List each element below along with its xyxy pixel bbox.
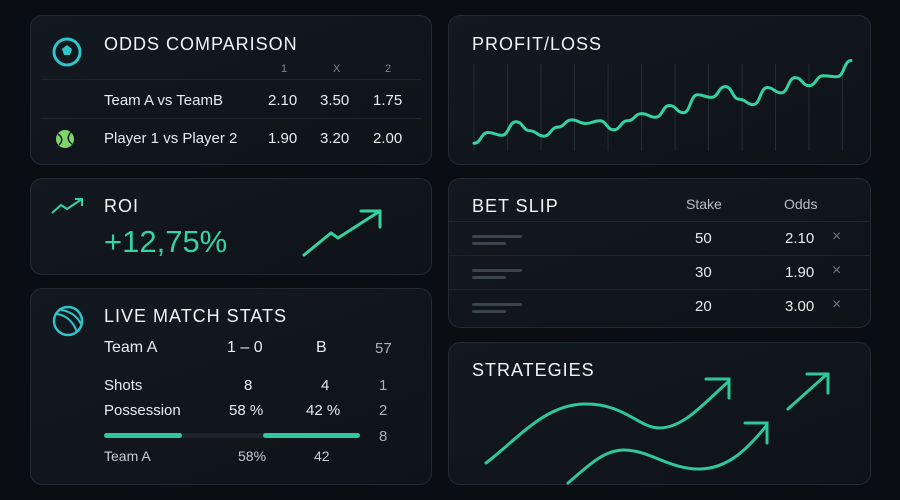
stat-b: 42 % — [306, 402, 341, 419]
footer-team: Team A — [104, 448, 151, 464]
stat-b: 4 — [321, 377, 330, 394]
tennis-ball-icon — [56, 130, 74, 148]
live-title: LIVE MATCH STATS — [104, 306, 288, 326]
stat-side: 2 — [379, 402, 388, 419]
live-match-stats-card: LIVE MATCH STATS Team A 1 – 0 B 57 Shots… — [30, 288, 432, 485]
odds-header-2: 2 — [385, 63, 392, 75]
stake-value[interactable]: 50 — [695, 230, 712, 247]
strategy-arrows-icon — [484, 372, 830, 485]
odds-row[interactable]: Player 1 vs Player 2 1.90 3.20 2.00 — [31, 130, 431, 150]
profit-series-line — [472, 59, 853, 145]
stat-label: Shots — [104, 377, 143, 394]
odd-2[interactable]: 2.00 — [373, 130, 403, 147]
odd-1[interactable]: 1.90 — [268, 130, 298, 147]
odds-header-x: X — [333, 63, 341, 75]
stat-a: 8 — [244, 377, 253, 394]
bet-slip-row[interactable]: 20 3.00 × — [449, 289, 870, 323]
possession-bar — [104, 433, 360, 438]
selection-placeholder — [472, 242, 506, 245]
stat-side: 1 — [379, 377, 388, 394]
odd-1[interactable]: 2.10 — [268, 92, 298, 109]
profit-loss-card: PROFIT/LOSS — [448, 15, 871, 165]
odds-value: 2.10 — [785, 230, 815, 247]
odds-value: 1.90 — [785, 264, 815, 281]
roi-value: +12,75% — [104, 224, 228, 259]
close-icon[interactable]: × — [832, 262, 842, 279]
possession-bar-b — [263, 433, 360, 438]
selection-placeholder — [472, 303, 522, 306]
odds-row[interactable]: Team A vs TeamB 2.10 3.50 1.75 — [31, 92, 431, 112]
odds-header: Odds — [784, 196, 818, 212]
close-icon[interactable]: × — [832, 296, 842, 313]
stat-a: 58 % — [229, 402, 264, 419]
odd-x[interactable]: 3.50 — [320, 92, 350, 109]
roi-card: ROI +12,75% — [30, 178, 432, 275]
trending-up-icon — [51, 198, 83, 214]
roi-title: ROI — [104, 196, 140, 216]
odd-2[interactable]: 1.75 — [373, 92, 403, 109]
close-icon[interactable]: × — [832, 228, 842, 245]
match-minute: 57 — [375, 340, 392, 357]
odds-comparison-card: ODDS COMPARISON 1 X 2 Team A vs TeamB 2.… — [30, 15, 432, 165]
possession-bar-a — [104, 433, 183, 438]
selection-placeholder — [472, 276, 506, 279]
team-a: Team A — [104, 339, 158, 356]
bet-slip-row[interactable]: 30 1.90 × — [449, 255, 870, 289]
profit-title: PROFIT/LOSS — [472, 34, 603, 54]
score: 1 – 0 — [227, 339, 263, 356]
team-b: B — [316, 339, 327, 356]
selection-placeholder — [472, 235, 522, 238]
match-name: Team A vs TeamB — [104, 92, 223, 109]
strategies-title: STRATEGIES — [472, 360, 595, 380]
odds-header-1: 1 — [281, 63, 288, 75]
stat-label: Possession — [104, 402, 181, 419]
bet-slip-card: BET SLIP Stake Odds 50 2.10 × 30 1.90 × … — [448, 178, 871, 328]
bar-side: 8 — [379, 428, 388, 445]
odd-x[interactable]: 3.20 — [320, 130, 350, 147]
bet-slip-row[interactable]: 50 2.10 × — [449, 221, 870, 255]
odds-value: 3.00 — [785, 298, 815, 315]
stake-header: Stake — [686, 196, 722, 212]
trend-arrow-icon — [302, 209, 382, 257]
profit-chart — [472, 59, 853, 151]
betslip-title: BET SLIP — [472, 196, 559, 216]
footer-b: 42 — [314, 448, 330, 464]
stake-value[interactable]: 20 — [695, 298, 712, 315]
strategies-card: STRATEGIES — [448, 342, 871, 485]
selection-placeholder — [472, 310, 506, 313]
stake-value[interactable]: 30 — [695, 264, 712, 281]
ball-icon — [52, 305, 84, 337]
footer-a: 58% — [238, 448, 267, 464]
selection-placeholder — [472, 269, 522, 272]
soccer-ball-icon — [52, 37, 82, 67]
match-name: Player 1 vs Player 2 — [104, 130, 238, 147]
odds-title: ODDS COMPARISON — [104, 34, 298, 54]
